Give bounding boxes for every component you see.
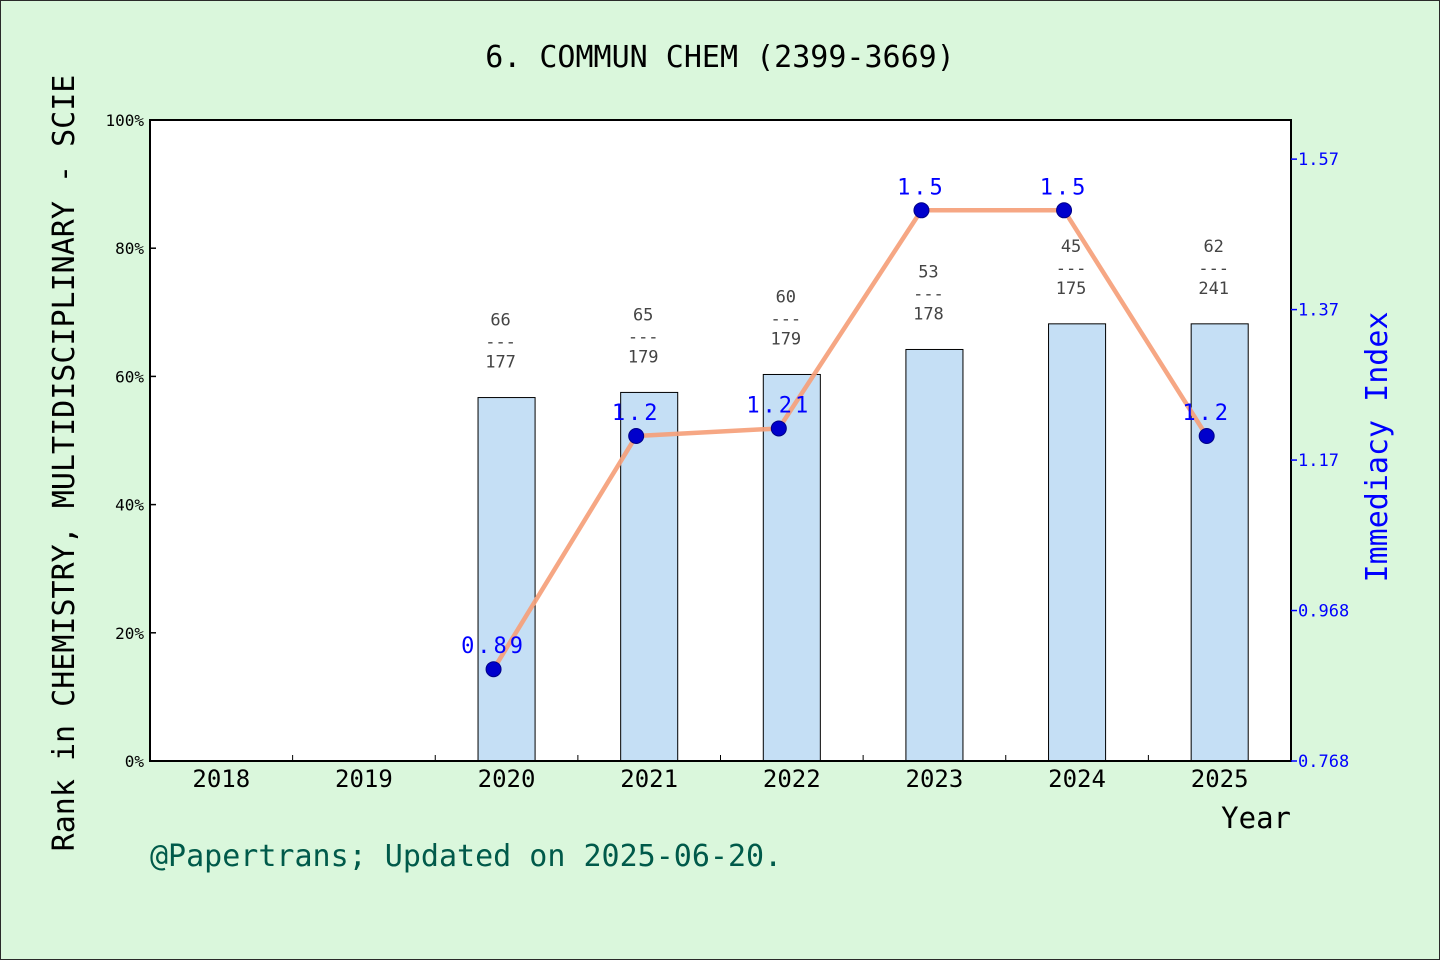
- x-tick-label: 2025: [1191, 765, 1249, 793]
- total-label: 241: [1198, 279, 1229, 299]
- immediacy-marker: [913, 202, 930, 219]
- plot-area: [150, 120, 1291, 761]
- immediacy-value-label: 1.2: [1182, 401, 1231, 426]
- y2-tick-label: 1.17: [1298, 451, 1339, 471]
- immediacy-value-label: 1.2: [612, 401, 661, 426]
- bar: [762, 373, 821, 762]
- x-tick-label: 2018: [192, 765, 250, 793]
- rank-separator: ---: [770, 309, 801, 329]
- x-tick-label: 2024: [1048, 765, 1106, 793]
- y-tick-label: 60%: [115, 367, 144, 386]
- rank-separator: ---: [913, 284, 944, 304]
- rank-separator: ---: [628, 327, 659, 347]
- x-tick-label: 2020: [478, 765, 536, 793]
- rank-label: 66: [490, 311, 510, 331]
- y-tick-label: 80%: [115, 239, 144, 258]
- bar: [620, 391, 679, 762]
- immediacy-value-label: 0.89: [461, 634, 526, 659]
- rank-label: 60: [776, 287, 796, 307]
- y-axis-title: Rank in CHEMISTRY, MULTIDISCIPLINARY - S…: [47, 75, 82, 852]
- y-tick-label: 20%: [115, 624, 144, 643]
- bar: [477, 397, 536, 762]
- x-axis-title: Year: [1221, 801, 1291, 835]
- y2-tick-label: 0.968: [1298, 602, 1349, 622]
- y2-axis-title: Immediacy Index: [1360, 312, 1395, 583]
- total-label: 179: [770, 329, 801, 349]
- x-tick-label: 2019: [335, 765, 393, 793]
- total-label: 178: [913, 304, 944, 324]
- rank-separator: ---: [485, 333, 516, 353]
- y2-tick-label: 0.768: [1298, 752, 1349, 772]
- immediacy-value-label: 1.5: [897, 175, 946, 200]
- bar: [1190, 323, 1249, 762]
- immediacy-marker: [1056, 202, 1073, 219]
- bar: [905, 348, 964, 762]
- chart-title: 6. COMMUN CHEM (2399-3669): [485, 40, 955, 75]
- immediacy-value-label: 1.5: [1040, 175, 1089, 200]
- y-tick-label: 100%: [105, 111, 144, 130]
- rank-label: 53: [918, 262, 938, 282]
- bar: [1048, 323, 1107, 762]
- y-tick-label: 0%: [125, 752, 145, 771]
- immediacy-marker: [770, 420, 787, 437]
- y-tick-label: 40%: [115, 496, 144, 515]
- rank-label: 65: [633, 305, 653, 325]
- y2-tick-label: 1.57: [1298, 150, 1339, 170]
- immediacy-line: [491, 208, 1209, 671]
- rank-separator: ---: [1198, 259, 1229, 279]
- x-tick-label: 2023: [906, 765, 964, 793]
- total-label: 179: [628, 347, 659, 367]
- total-label: 175: [1056, 279, 1087, 299]
- x-tick-label: 2022: [763, 765, 821, 793]
- immediacy-marker: [485, 661, 502, 678]
- rank-label: 45: [1061, 237, 1081, 257]
- immediacy-marker: [1198, 427, 1215, 444]
- y2-tick-label: 1.37: [1298, 301, 1339, 321]
- x-tick-label: 2021: [620, 765, 678, 793]
- total-label: 177: [485, 353, 516, 373]
- immediacy-marker: [628, 427, 645, 444]
- immediacy-value-label: 1.21: [746, 393, 811, 418]
- rank-label: 62: [1203, 237, 1223, 257]
- rank-separator: ---: [1056, 259, 1087, 279]
- footer-credit: @Papertrans; Updated on 2025-06-20.: [150, 839, 782, 874]
